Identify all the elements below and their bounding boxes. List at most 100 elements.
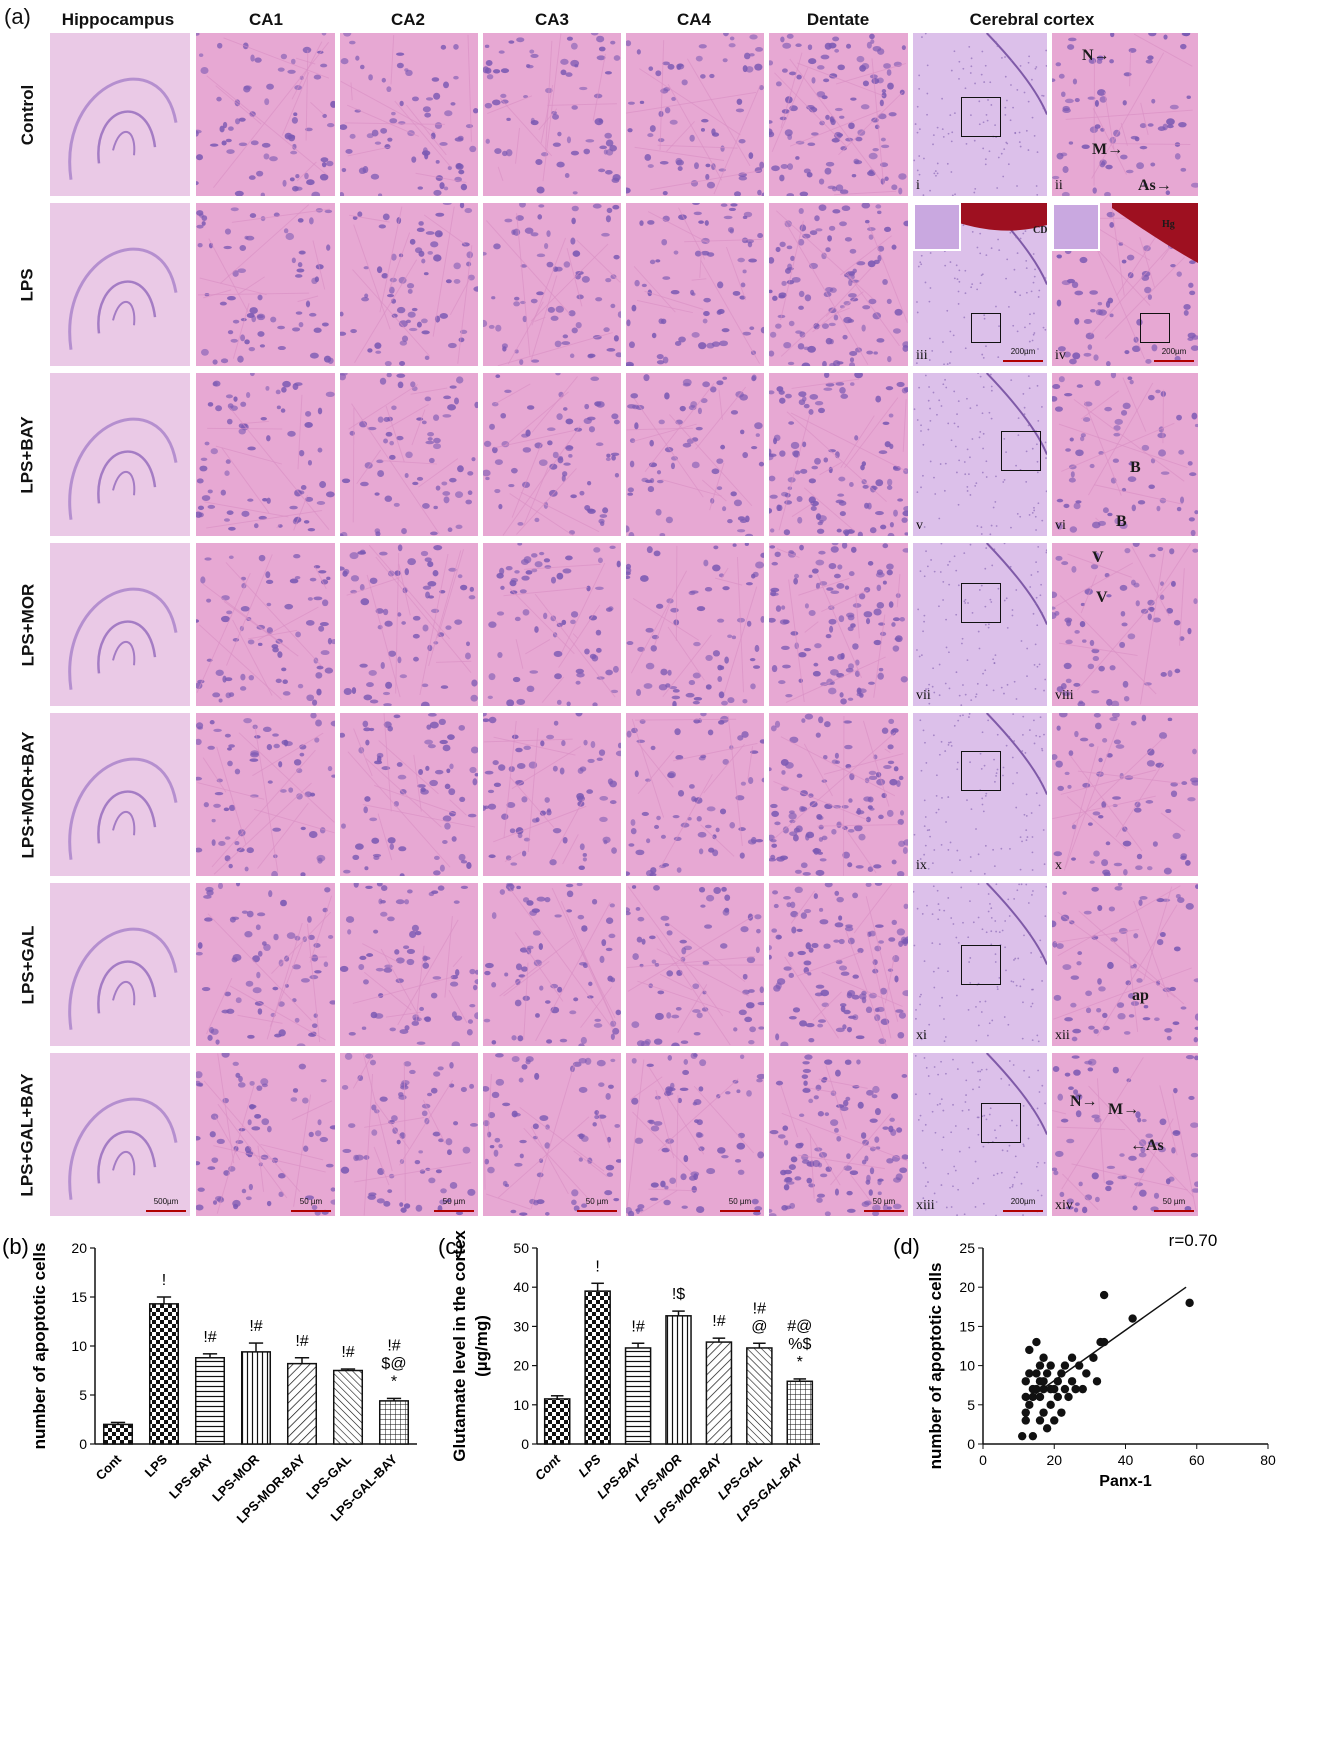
histology-annotation: As→ <box>1138 177 1172 194</box>
bar <box>786 1380 814 1445</box>
y-tick-label: 30 <box>513 1318 529 1334</box>
y-axis-label: number of apoptotic cells <box>926 1263 945 1470</box>
scatter-point <box>1025 1345 1034 1355</box>
x-tick-label: 0 <box>979 1452 987 1468</box>
scale-bar-200um: 200µm <box>1003 1197 1043 1212</box>
inset-box <box>1052 203 1100 251</box>
micrograph-region <box>483 203 621 366</box>
micrograph-dentate <box>769 543 908 706</box>
scatter-point <box>1050 1416 1059 1425</box>
micrograph-hippo <box>50 203 190 366</box>
scatter-point <box>1046 1361 1055 1370</box>
micrograph-dentate <box>769 713 908 876</box>
histology-annotation: M→ <box>1108 1101 1140 1118</box>
y-tick-label: 0 <box>967 1436 975 1452</box>
cortex-sublabel: viii <box>1055 688 1074 703</box>
significance-label: !# <box>295 1333 308 1350</box>
micrograph-region: ii N→ M→ As→ <box>1052 33 1198 196</box>
micrograph-region <box>626 373 764 536</box>
significance-label: !# <box>249 1318 262 1335</box>
scatter-point <box>1071 1384 1080 1394</box>
category-label: LPS <box>575 1451 604 1480</box>
scatter-point <box>1057 1408 1066 1417</box>
scale-bar-500um: 500µm <box>146 1197 186 1212</box>
micrograph-region <box>626 33 764 196</box>
micrograph-region <box>196 373 335 536</box>
scatter-point <box>1185 1298 1194 1308</box>
zoom-region-box <box>961 97 1001 137</box>
trend-line <box>1025 1286 1187 1402</box>
column-heading-hippocampus: Hippocampus <box>61 10 175 29</box>
micrograph-hippo <box>50 33 190 196</box>
micrograph-region <box>340 373 478 536</box>
x-tick-label: 60 <box>1189 1452 1205 1468</box>
row-label-lps-mor: LPS+MOR <box>18 583 37 666</box>
micrograph-region <box>626 203 764 366</box>
scale-bar-50um: 50 µm <box>864 1197 904 1212</box>
scatter-point <box>1021 1408 1030 1417</box>
micrograph-cortex-low: iii CD 200µm <box>913 203 1047 366</box>
significance-label: !# <box>203 1329 216 1346</box>
significance-label: !# <box>712 1313 725 1330</box>
y-axis-label: number of apoptotic cells <box>30 1243 49 1450</box>
bar <box>746 1347 773 1445</box>
significance-label: $@ <box>381 1355 406 1372</box>
category-label: Cont <box>93 1451 125 1483</box>
y-tick-label: 0 <box>79 1436 87 1452</box>
micrograph-region <box>483 373 621 536</box>
scatter-point <box>1060 1361 1070 1370</box>
scatter-point <box>1039 1353 1048 1362</box>
significance-label: !# <box>387 1337 400 1354</box>
micrograph-hippo <box>50 373 190 536</box>
bar <box>624 1347 652 1445</box>
significance-label: %$ <box>788 1336 811 1353</box>
scale-bar-50um: 50 µm <box>1154 1197 1194 1212</box>
scatter-point <box>1042 1424 1052 1433</box>
micrograph-region: xii ap <box>1052 883 1198 1046</box>
micrograph-region <box>626 713 764 876</box>
cortex-sublabel: vii <box>916 688 931 703</box>
micrograph-cortex-low: ix <box>913 713 1047 876</box>
significance-label: #@ <box>787 1318 812 1335</box>
column-heading-dentate: Dentate <box>806 10 870 29</box>
scatter-point <box>1050 1384 1059 1394</box>
category-label: LPS <box>142 1451 171 1480</box>
y-tick-label: 40 <box>513 1279 529 1295</box>
scale-bar-200um: 200µm <box>1003 347 1043 362</box>
y-tick-label: 0 <box>521 1436 529 1452</box>
scatter-point <box>1035 1416 1045 1425</box>
y-tick-label: 20 <box>513 1358 529 1374</box>
scale-bar-50um: 50 µm <box>577 1197 617 1212</box>
micrograph-hippo: 500µm <box>50 1053 190 1216</box>
scatter-point <box>1067 1353 1077 1362</box>
row-label-lps-gal-bay: LPS+GAL+BAY <box>18 1072 38 1197</box>
significance-label: * <box>391 1373 397 1390</box>
column-heading-ca4: CA4 <box>676 10 711 29</box>
cortex-sublabel: iii <box>916 348 928 363</box>
scatter-point <box>1060 1384 1070 1394</box>
scatter-point <box>1082 1369 1091 1378</box>
zoom-region-box <box>961 945 1001 985</box>
x-axis-label: Panx-1 <box>1099 1473 1152 1490</box>
y-axis-label: Glutamate level in the cortex <box>450 1230 469 1462</box>
bar <box>705 1341 733 1445</box>
histology-annotation: ←As <box>1130 1137 1164 1154</box>
micrograph-region <box>340 713 478 876</box>
zoom-region-box <box>1140 313 1170 343</box>
micrograph-dentate <box>769 203 908 366</box>
histology-annotation: B <box>1130 459 1141 476</box>
scatter-point <box>1025 1400 1034 1409</box>
scatter-point <box>1057 1369 1066 1378</box>
zoom-region-box <box>971 313 1001 343</box>
y-tick-label: 20 <box>71 1240 87 1256</box>
row-label-lps-bay: LPS+BAY <box>18 415 38 494</box>
scatter-point <box>1067 1377 1077 1386</box>
bar <box>102 1423 134 1445</box>
bar <box>378 1400 410 1445</box>
micrograph-region <box>196 33 335 196</box>
bar <box>286 1362 318 1445</box>
scatter-point <box>1028 1431 1038 1441</box>
scatter-point <box>1039 1408 1048 1417</box>
micrograph-region: xiv N→ M→ ←As 50 µm <box>1052 1053 1198 1216</box>
y-tick-label: 10 <box>71 1338 87 1354</box>
